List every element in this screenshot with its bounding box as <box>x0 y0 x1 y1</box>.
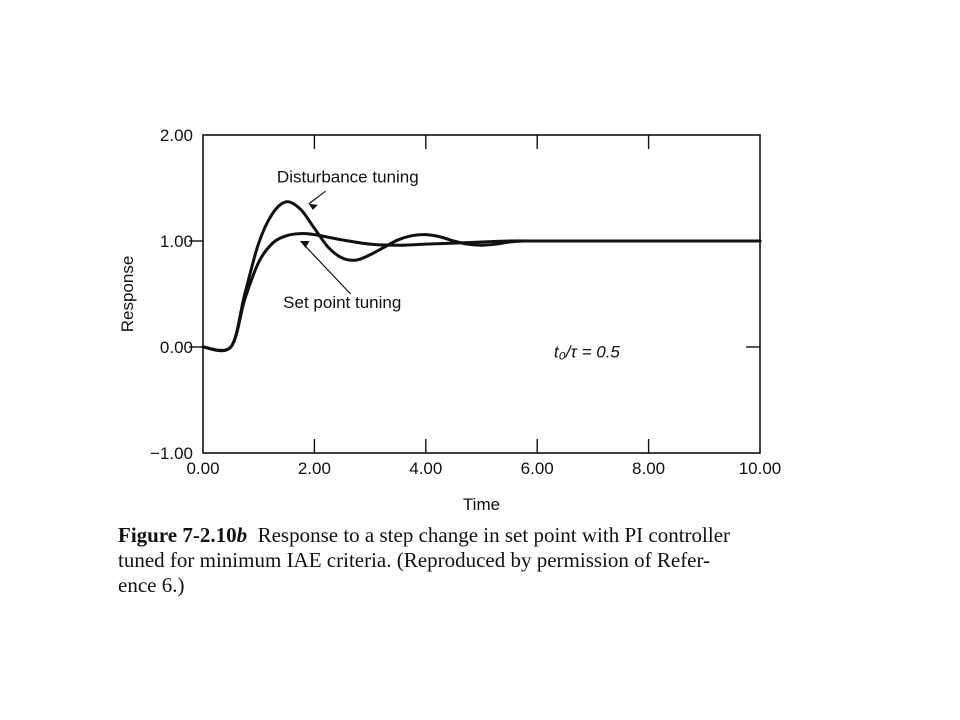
annotation-set-point-tuning: Set point tuning <box>283 293 401 312</box>
caption-line-3: ence 6.) <box>118 573 185 597</box>
x-axis-label: Time <box>463 495 500 514</box>
y-tick-label: −1.00 <box>150 444 193 463</box>
caption-line-2: tuned for minimum IAE criteria. (Reprodu… <box>118 548 711 572</box>
x-tick-label: 0.00 <box>186 459 219 478</box>
caption-label-suffix: b <box>236 523 248 547</box>
y-tick-label: 2.00 <box>160 126 193 145</box>
caption-label-prefix: Figure 7-2.10 <box>118 523 237 547</box>
caption-label: Figure 7-2.10b <box>118 523 247 547</box>
x-tick-label: 10.00 <box>739 459 782 478</box>
x-tick-label: 4.00 <box>409 459 442 478</box>
annotation-time-delay-ratio: t₀/τ = 0.5 <box>554 343 621 362</box>
caption-text-1: Response to a step change in set point w… <box>257 523 731 547</box>
annotation-disturbance-tuning: Disturbance tuning <box>277 168 419 187</box>
x-tick-label: 6.00 <box>521 459 554 478</box>
annotation-arrowhead-set-point <box>300 241 310 248</box>
x-tick-label: 8.00 <box>632 459 665 478</box>
x-tick-label: 2.00 <box>298 459 331 478</box>
plot-frame <box>202 134 761 454</box>
figure-caption: Figure 7-2.10b Response to a step change… <box>118 523 808 598</box>
annotation-layer: Disturbance tuning Set point tuning t₀/τ =… <box>277 168 620 362</box>
series-line-set-point-tuning <box>201 232 762 352</box>
series-line-disturbance-tuning <box>201 200 762 353</box>
y-axis-label: Response <box>118 256 137 333</box>
caption-line-1: Figure 7-2.10b Response to a step change… <box>118 523 808 548</box>
axis-tick-labels: 0.00 2.00 4.00 6.00 8.00 10.00−1.000.001.002.… <box>150 126 781 478</box>
annotation-arrowhead-disturbance <box>308 203 318 210</box>
series-layer <box>201 200 762 353</box>
y-tick-label: 0.00 <box>160 338 193 357</box>
annotation-arrow-disturbance <box>308 190 326 205</box>
annotation-arrow-set-point <box>300 240 352 295</box>
y-tick-label: 1.00 <box>160 232 193 251</box>
axis-ticks <box>189 135 760 453</box>
